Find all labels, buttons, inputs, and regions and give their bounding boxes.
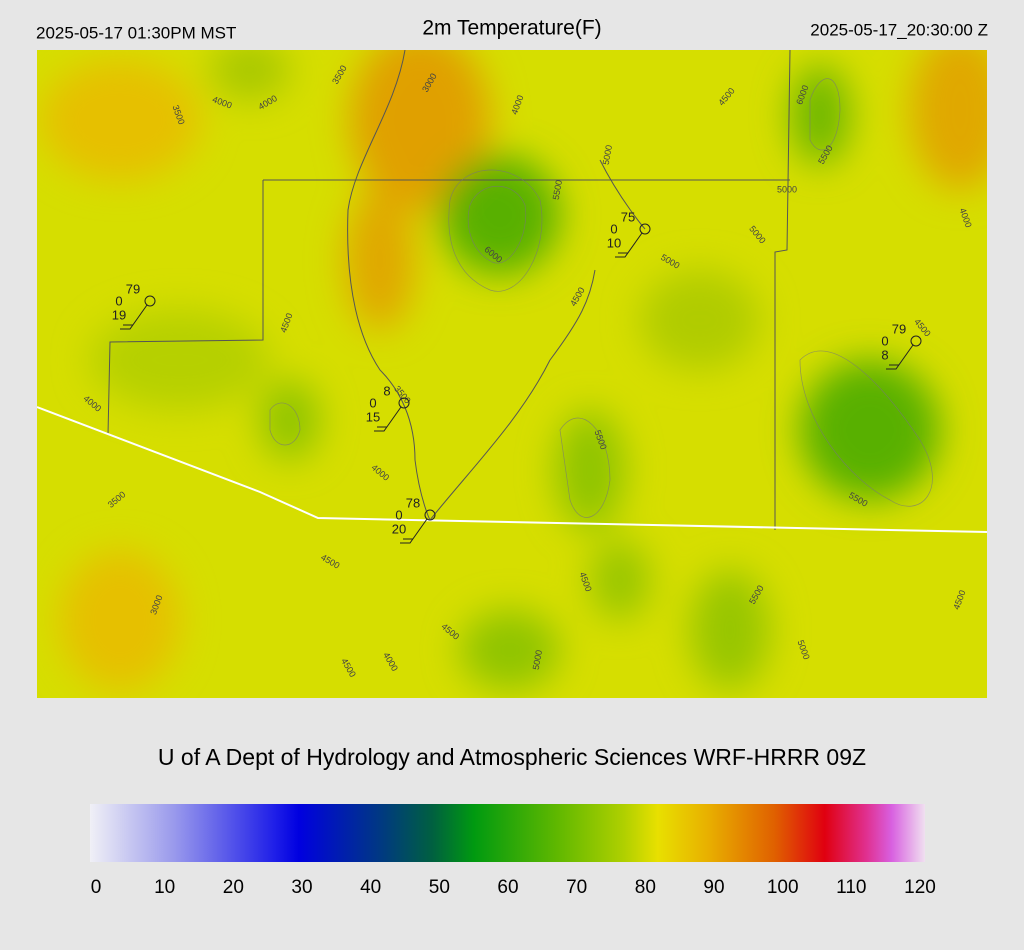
colorbar-tick-label: 110 <box>836 877 866 898</box>
colorbar-tick-label: 90 <box>703 877 724 898</box>
station-dew: 15 <box>366 409 380 424</box>
station-circle <box>398 397 410 409</box>
station-cloud: 0 <box>610 221 617 236</box>
wind-barb <box>374 406 402 432</box>
station-temp: 78 <box>406 495 420 510</box>
station-cloud: 0 <box>369 395 376 410</box>
station-circle <box>144 295 156 307</box>
station-temp: 79 <box>892 321 906 336</box>
colorbar-tick-label: 120 <box>904 877 936 898</box>
contour-label: 5000 <box>531 649 544 670</box>
station-circle <box>424 509 436 521</box>
colorbar-tick-label: 70 <box>566 877 587 898</box>
contour-label: 5000 <box>601 144 614 165</box>
wind-barb <box>886 344 914 370</box>
credit: U of A Dept of Hydrology and Atmospheric… <box>158 744 866 770</box>
station-dew: 19 <box>112 307 126 322</box>
wind-barb <box>615 232 643 258</box>
colorbar-tick-label: 100 <box>767 877 799 898</box>
wind-barb <box>120 304 148 330</box>
station-dew: 10 <box>607 235 621 250</box>
colorbar-tick-label: 0 <box>91 877 102 898</box>
colorbar-tick-label: 50 <box>429 877 450 898</box>
wind-barb <box>400 518 428 544</box>
valid-utc: 2025-05-17_20:30:00 Z <box>810 20 988 39</box>
valid-local: 2025-05-17 01:30PM MST <box>36 23 236 42</box>
station-cloud: 0 <box>395 507 402 522</box>
station-circle <box>639 223 651 235</box>
colorbar <box>90 804 925 862</box>
station: 78 020 <box>392 495 436 544</box>
station-dew: 8 <box>881 347 888 362</box>
station: 75 010 <box>607 209 651 258</box>
title: 2m Temperature(F) <box>422 17 601 40</box>
colorbar-tick-label: 60 <box>497 877 518 898</box>
contour-label: 5500 <box>551 179 564 200</box>
contour-label: 5000 <box>777 184 797 194</box>
colorbar-tick-label: 20 <box>223 877 244 898</box>
station-dew: 20 <box>392 521 406 536</box>
station-temp: 75 <box>621 209 635 224</box>
colorbar-tick-label: 40 <box>360 877 381 898</box>
station-temp: 8 <box>383 383 390 398</box>
colorbar-tick-label: 30 <box>291 877 312 898</box>
colorbar-tick-label: 80 <box>635 877 656 898</box>
station: 79 019 <box>112 281 156 330</box>
colorbar-tick-label: 10 <box>154 877 175 898</box>
station-circle <box>910 335 922 347</box>
station-cloud: 0 <box>115 293 122 308</box>
station: 79 08 <box>881 321 922 370</box>
station-cloud: 0 <box>881 333 888 348</box>
station-temp: 79 <box>126 281 140 296</box>
